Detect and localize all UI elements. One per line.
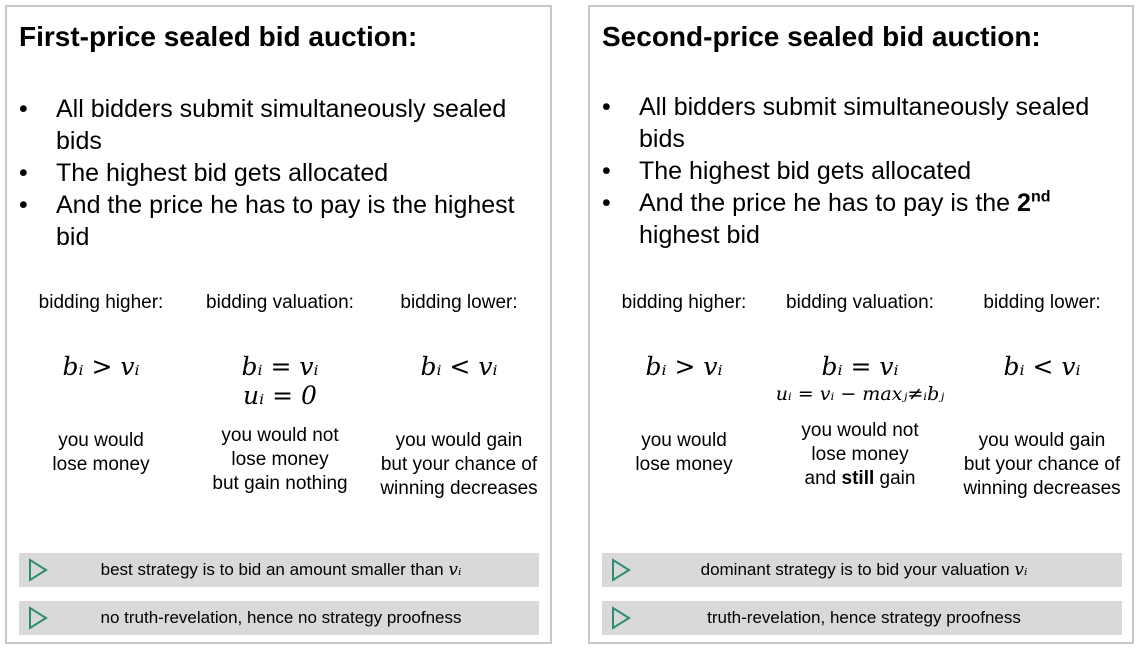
column-description: you would not lose money but gain nothin… (212, 425, 348, 494)
column-bidding-valuation: bidding valuation: bᵢ = vᵢ uᵢ = vᵢ − max… (760, 292, 960, 491)
column-description: you would not lose money and still gain (801, 420, 919, 489)
panel-title: First-price sealed bid auction: (19, 21, 418, 52)
bullet-dot-icon: • (602, 93, 611, 121)
formula: bᵢ > vᵢ (62, 352, 140, 381)
column-bidding-lower: bidding lower: bᵢ < vᵢ you would gain bu… (956, 292, 1128, 501)
column-label: bidding higher: (38, 292, 164, 313)
play-triangle-icon (606, 601, 636, 635)
valuation-variable: vᵢ (448, 560, 462, 580)
formula: bᵢ = vᵢ (821, 352, 899, 381)
conclusion-bar: no truth-revelation, hence no strategy p… (19, 601, 539, 635)
play-triangle-icon (23, 601, 53, 635)
column-description: you would lose money (52, 430, 150, 475)
conclusion-bar: truth-revelation, hence strategy proofne… (602, 601, 1122, 635)
play-triangle-icon (606, 553, 636, 587)
column-description: you would lose money (635, 430, 733, 475)
bullet-dot-icon: • (602, 189, 611, 217)
conclusion-bar: dominant strategy is to bid your valuati… (602, 553, 1122, 587)
column-label: bidding higher: (621, 292, 747, 313)
bullet-list: • All bidders submit simultaneously seale… (602, 91, 1122, 251)
bullet-dot-icon: • (19, 191, 28, 219)
column-label: bidding lower: (983, 292, 1101, 313)
bullet-item: • All bidders submit simultaneously seale… (19, 95, 507, 155)
first-price-panel: First-price sealed bid auction: • All bid… (5, 5, 552, 644)
bullet-dot-icon: • (19, 95, 28, 123)
formula: bᵢ < vᵢ (420, 352, 498, 381)
formula: bᵢ = vᵢ (241, 352, 319, 381)
bullet-dot-icon: • (19, 159, 28, 187)
valuation-variable: vᵢ (1014, 560, 1028, 580)
formula: bᵢ > vᵢ (645, 352, 723, 381)
column-bidding-valuation: bidding valuation: bᵢ = vᵢ uᵢ = 0 you wo… (195, 292, 365, 496)
column-label: bidding valuation: (786, 292, 934, 313)
bullet-item: • And the price he has to pay is the high… (19, 191, 515, 251)
formula-utility: uᵢ = vᵢ − maxⱼ≠ᵢbⱼ (775, 383, 945, 405)
column-description: you would gain but your chance of winnin… (380, 430, 538, 499)
bullet-item: • The highest bid gets allocated (19, 159, 389, 187)
bullet-item: • All bidders submit simultaneously seale… (602, 93, 1090, 153)
panel-title: Second-price sealed bid auction: (602, 21, 1041, 52)
column-bidding-higher: bidding higher: bᵢ > vᵢ you would lose m… (604, 292, 764, 477)
bullet-dot-icon: • (602, 157, 611, 185)
formula: bᵢ < vᵢ (1003, 352, 1081, 381)
conclusion-text: dominant strategy is to bid your valuati… (700, 560, 1028, 580)
bullet-item: • The highest bid gets allocated (602, 157, 972, 185)
column-label: bidding lower: (400, 292, 518, 313)
conclusion-bar: best strategy is to bid an amount smalle… (19, 553, 539, 587)
play-triangle-icon (23, 553, 53, 587)
formula-utility: uᵢ = 0 (243, 381, 317, 410)
second-price-panel: Second-price sealed bid auction: • All bi… (588, 5, 1134, 644)
column-bidding-higher: bidding higher: bᵢ > vᵢ you would lose m… (21, 292, 181, 477)
conclusion-text: best strategy is to bid an amount smalle… (100, 560, 462, 580)
column-description: you would gain but your chance of winnin… (963, 430, 1121, 499)
bullet-list: • All bidders submit simultaneously seale… (19, 93, 539, 253)
column-label: bidding valuation: (206, 292, 354, 313)
bullet-item: • And the price he has to pay is the 2nd h… (602, 188, 1051, 249)
column-bidding-lower: bidding lower: bᵢ < vᵢ you would gain bu… (373, 292, 545, 501)
conclusion-text: truth-revelation, hence strategy proofne… (707, 608, 1021, 627)
conclusion-text: no truth-revelation, hence no strategy p… (100, 608, 462, 627)
